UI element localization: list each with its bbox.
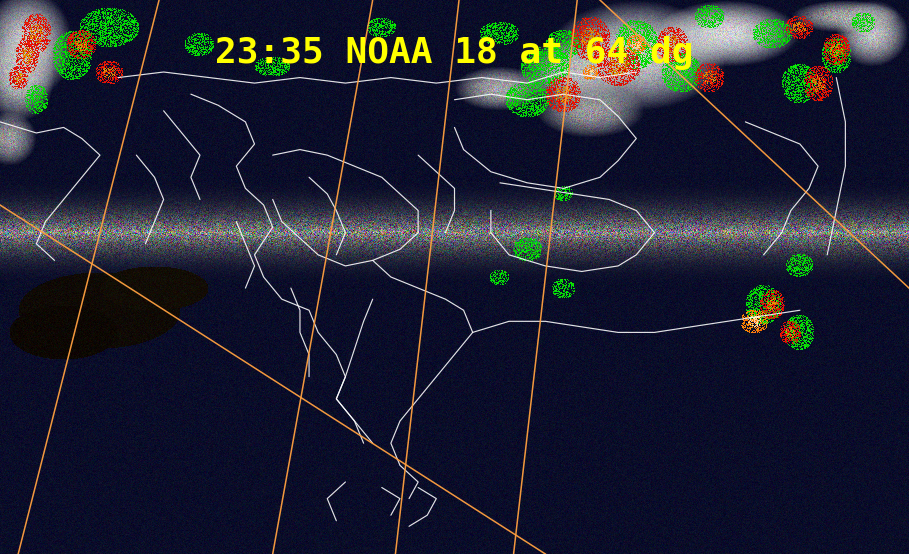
Text: 23:35 NOAA 18 at 64 dg: 23:35 NOAA 18 at 64 dg — [215, 36, 694, 70]
